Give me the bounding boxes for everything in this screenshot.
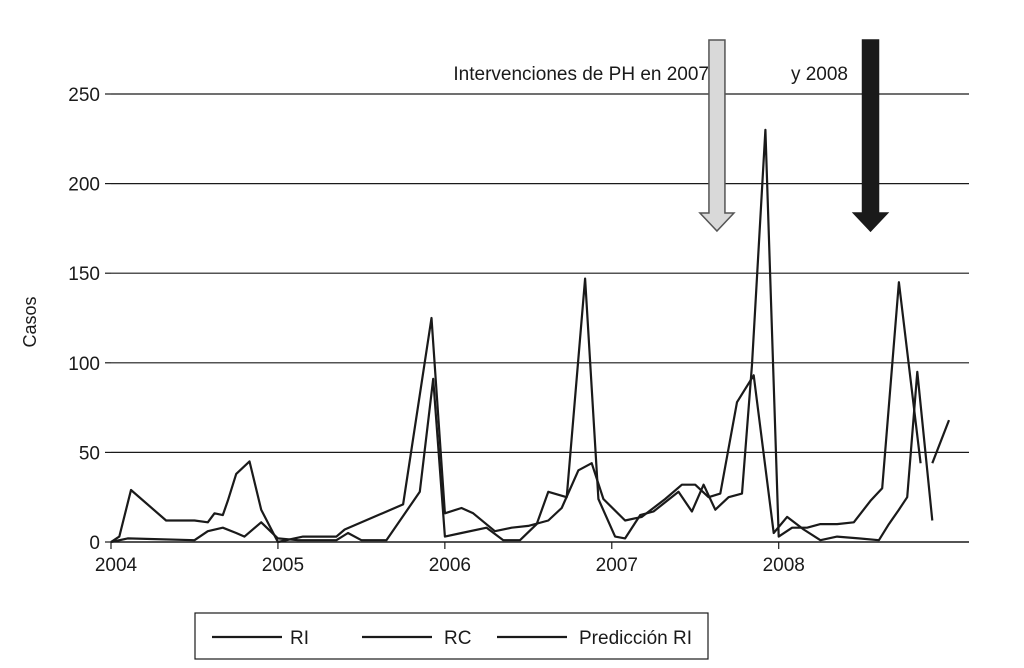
legend-label-ri: RI bbox=[290, 628, 309, 649]
x-tick-label-2007: 2007 bbox=[596, 555, 638, 576]
y-tick-label-100: 100 bbox=[68, 354, 100, 375]
y-axis-title: Casos bbox=[20, 296, 40, 347]
x-tick-label-2005: 2005 bbox=[262, 555, 304, 576]
intervention-arrows bbox=[698, 39, 890, 233]
arrow-down-icon-2007 bbox=[698, 39, 736, 233]
gridlines bbox=[111, 93, 969, 453]
series-line-rc bbox=[110, 128, 922, 544]
legend: RI RC Predicción RI bbox=[194, 612, 709, 660]
arrow-down-icon-2008 bbox=[851, 39, 890, 233]
legend-label-prediccion-ri: Predicción RI bbox=[579, 628, 692, 649]
annotation-intervention-2007: Intervenciones de PH en 2007 bbox=[453, 64, 709, 85]
series-line-ri bbox=[110, 316, 934, 544]
y-tick-label-50: 50 bbox=[79, 443, 100, 464]
x-tick-label-2006: 2006 bbox=[429, 555, 471, 576]
series-lines bbox=[110, 128, 951, 544]
x-tick-label-2004: 2004 bbox=[95, 555, 138, 576]
x-axis-ticks: 2004 2005 2006 2007 2008 bbox=[95, 542, 805, 576]
y-axis-ticks: 0 50 100 150 200 250 bbox=[68, 85, 111, 554]
y-tick-label-0: 0 bbox=[89, 533, 100, 554]
x-tick-label-2008: 2008 bbox=[763, 555, 805, 576]
annotation-intervention-2008: y 2008 bbox=[791, 64, 848, 85]
series-line-predicci-n-ri bbox=[931, 419, 951, 464]
y-tick-label-250: 250 bbox=[68, 85, 100, 106]
y-tick-label-200: 200 bbox=[68, 175, 100, 196]
legend-label-rc: RC bbox=[444, 628, 471, 649]
y-tick-label-150: 150 bbox=[68, 264, 100, 285]
